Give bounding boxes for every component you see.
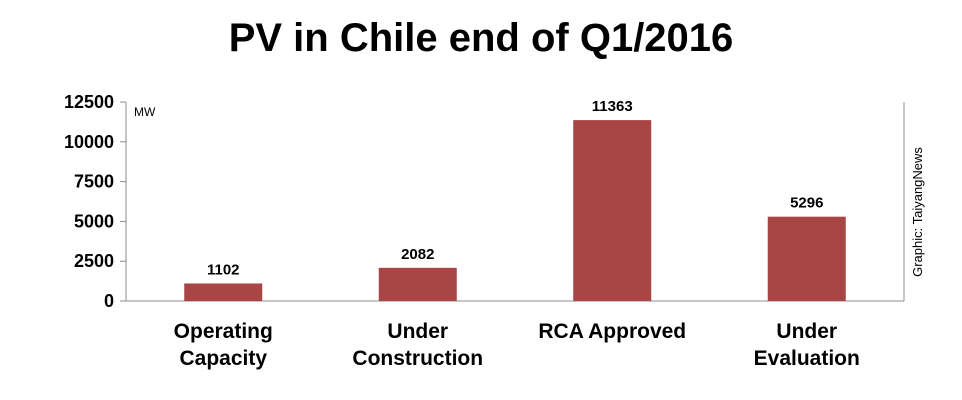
category-label: RCA Approved xyxy=(538,320,686,343)
y-axis-ticks: 0 2500 5000 7500 10000 12500 xyxy=(64,92,126,311)
category-label-line: Evaluation xyxy=(754,347,860,370)
category-label-line: Under xyxy=(387,320,448,343)
credit-label: Graphic: TaiyangNews xyxy=(910,147,925,277)
bars xyxy=(184,120,846,301)
category-label: Under Evaluation xyxy=(754,320,860,370)
category-labels: Operating Capacity Under Construction RCA Ap… xyxy=(174,320,860,370)
bar xyxy=(184,283,263,301)
y-tick-label: 0 xyxy=(104,291,114,311)
data-label: 2082 xyxy=(401,246,434,263)
category-label-line: RCA Approved xyxy=(538,320,686,343)
bar xyxy=(767,216,846,301)
data-label: 5296 xyxy=(790,195,823,212)
category-label: Operating Capacity xyxy=(174,320,273,370)
category-label-line: Operating xyxy=(174,320,273,343)
unit-label: MW xyxy=(134,105,156,119)
y-tick-label: 5000 xyxy=(74,211,114,231)
category-label-line: Construction xyxy=(352,347,483,370)
chart-title: PV in Chile end of Q1/2016 xyxy=(228,16,734,60)
y-tick-label: 10000 xyxy=(64,132,114,152)
bar xyxy=(573,120,652,301)
y-tick-label: 2500 xyxy=(74,251,114,271)
bar xyxy=(378,267,457,301)
y-tick-label: 7500 xyxy=(74,172,114,192)
data-label: 11363 xyxy=(592,98,633,115)
category-label-line: Under xyxy=(776,320,837,343)
y-tick-label: 12500 xyxy=(64,92,114,112)
category-label: Under Construction xyxy=(352,320,483,370)
category-label-line: Capacity xyxy=(179,347,267,370)
data-labels: 1102 2082 11363 5296 xyxy=(207,98,823,278)
data-label: 1102 xyxy=(207,261,240,278)
